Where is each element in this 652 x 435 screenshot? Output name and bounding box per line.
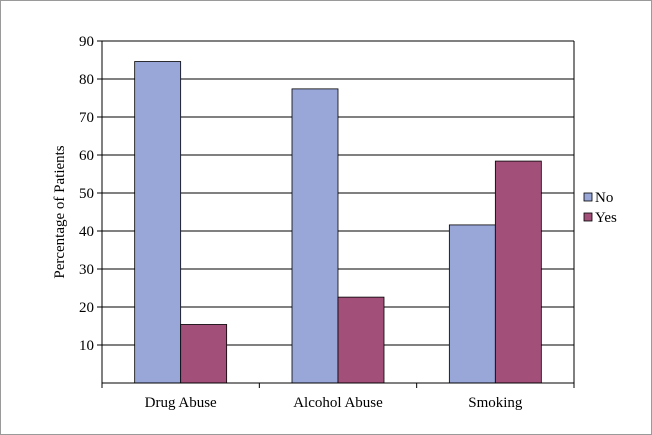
- y-tick-label: 70: [79, 110, 94, 126]
- x-category-label: Smoking: [468, 395, 523, 411]
- bar-yes-drug-abuse: [180, 324, 228, 384]
- bar-no-alcohol-abuse: [291, 88, 339, 384]
- legend-label-no: No: [595, 190, 613, 206]
- bar-yes-alcohol-abuse: [337, 296, 385, 384]
- y-tick-label: 40: [79, 224, 94, 240]
- bar-yes-smoking: [494, 160, 542, 384]
- legend-swatch-no: [583, 192, 593, 202]
- bar-no-drug-abuse: [134, 61, 182, 384]
- y-tick-label: 90: [79, 34, 94, 50]
- legend-label-yes: Yes: [595, 210, 617, 226]
- x-category-label: Alcohol Abuse: [293, 395, 383, 411]
- bar-no-smoking: [448, 224, 496, 384]
- labels: 10 20 30 40 50 60 70 80 90 Drug Abuse Alcohol Abus…: [52, 34, 523, 411]
- bars: [134, 61, 542, 384]
- y-tick-label: 10: [79, 338, 94, 354]
- x-category-label: Drug Abuse: [145, 395, 217, 411]
- y-tick-label: 80: [79, 72, 94, 88]
- y-tick-label: 60: [79, 148, 94, 164]
- y-tick-label: 30: [79, 262, 94, 278]
- y-tick-label: 50: [79, 186, 94, 202]
- axes: [97, 40, 575, 388]
- legend: No Yes: [583, 190, 617, 226]
- y-tick-label: 20: [79, 300, 94, 316]
- y-axis-label: Percentage of Patients: [52, 145, 68, 278]
- legend-swatch-yes: [583, 212, 593, 222]
